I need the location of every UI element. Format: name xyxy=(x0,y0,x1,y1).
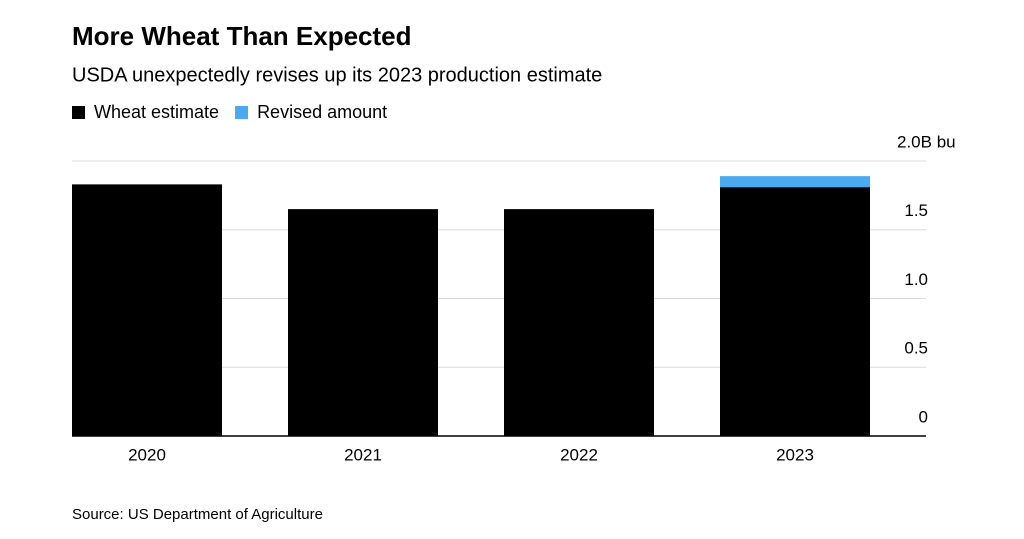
y-tick-label: 1.5 xyxy=(904,201,928,220)
y-tick-label: 0 xyxy=(919,407,928,426)
chart-title: More Wheat Than Expected xyxy=(72,21,412,51)
legend-label: Revised amount xyxy=(257,102,387,122)
x-tick-label: 2021 xyxy=(344,445,382,464)
legend-swatch xyxy=(72,106,85,119)
y-tick-label: 0.5 xyxy=(904,339,928,358)
legend-swatch xyxy=(235,106,249,119)
bar-segment xyxy=(288,209,438,436)
bar-segment xyxy=(504,209,654,436)
y-tick-label: 1.0 xyxy=(904,270,928,289)
x-tick-label: 2022 xyxy=(560,445,598,464)
y-tick-label: 2.0B bu xyxy=(897,132,956,151)
bar-segment xyxy=(72,184,222,436)
legend-label: Wheat estimate xyxy=(94,102,219,122)
bar-segment xyxy=(720,176,870,188)
x-tick-label: 2023 xyxy=(776,445,814,464)
bar-segment xyxy=(720,187,870,436)
x-tick-label: 2020 xyxy=(128,445,166,464)
chart-subtitle: USDA unexpectedly revises up its 2023 pr… xyxy=(72,64,602,86)
source: Source: US Department of Agriculture xyxy=(72,506,323,523)
